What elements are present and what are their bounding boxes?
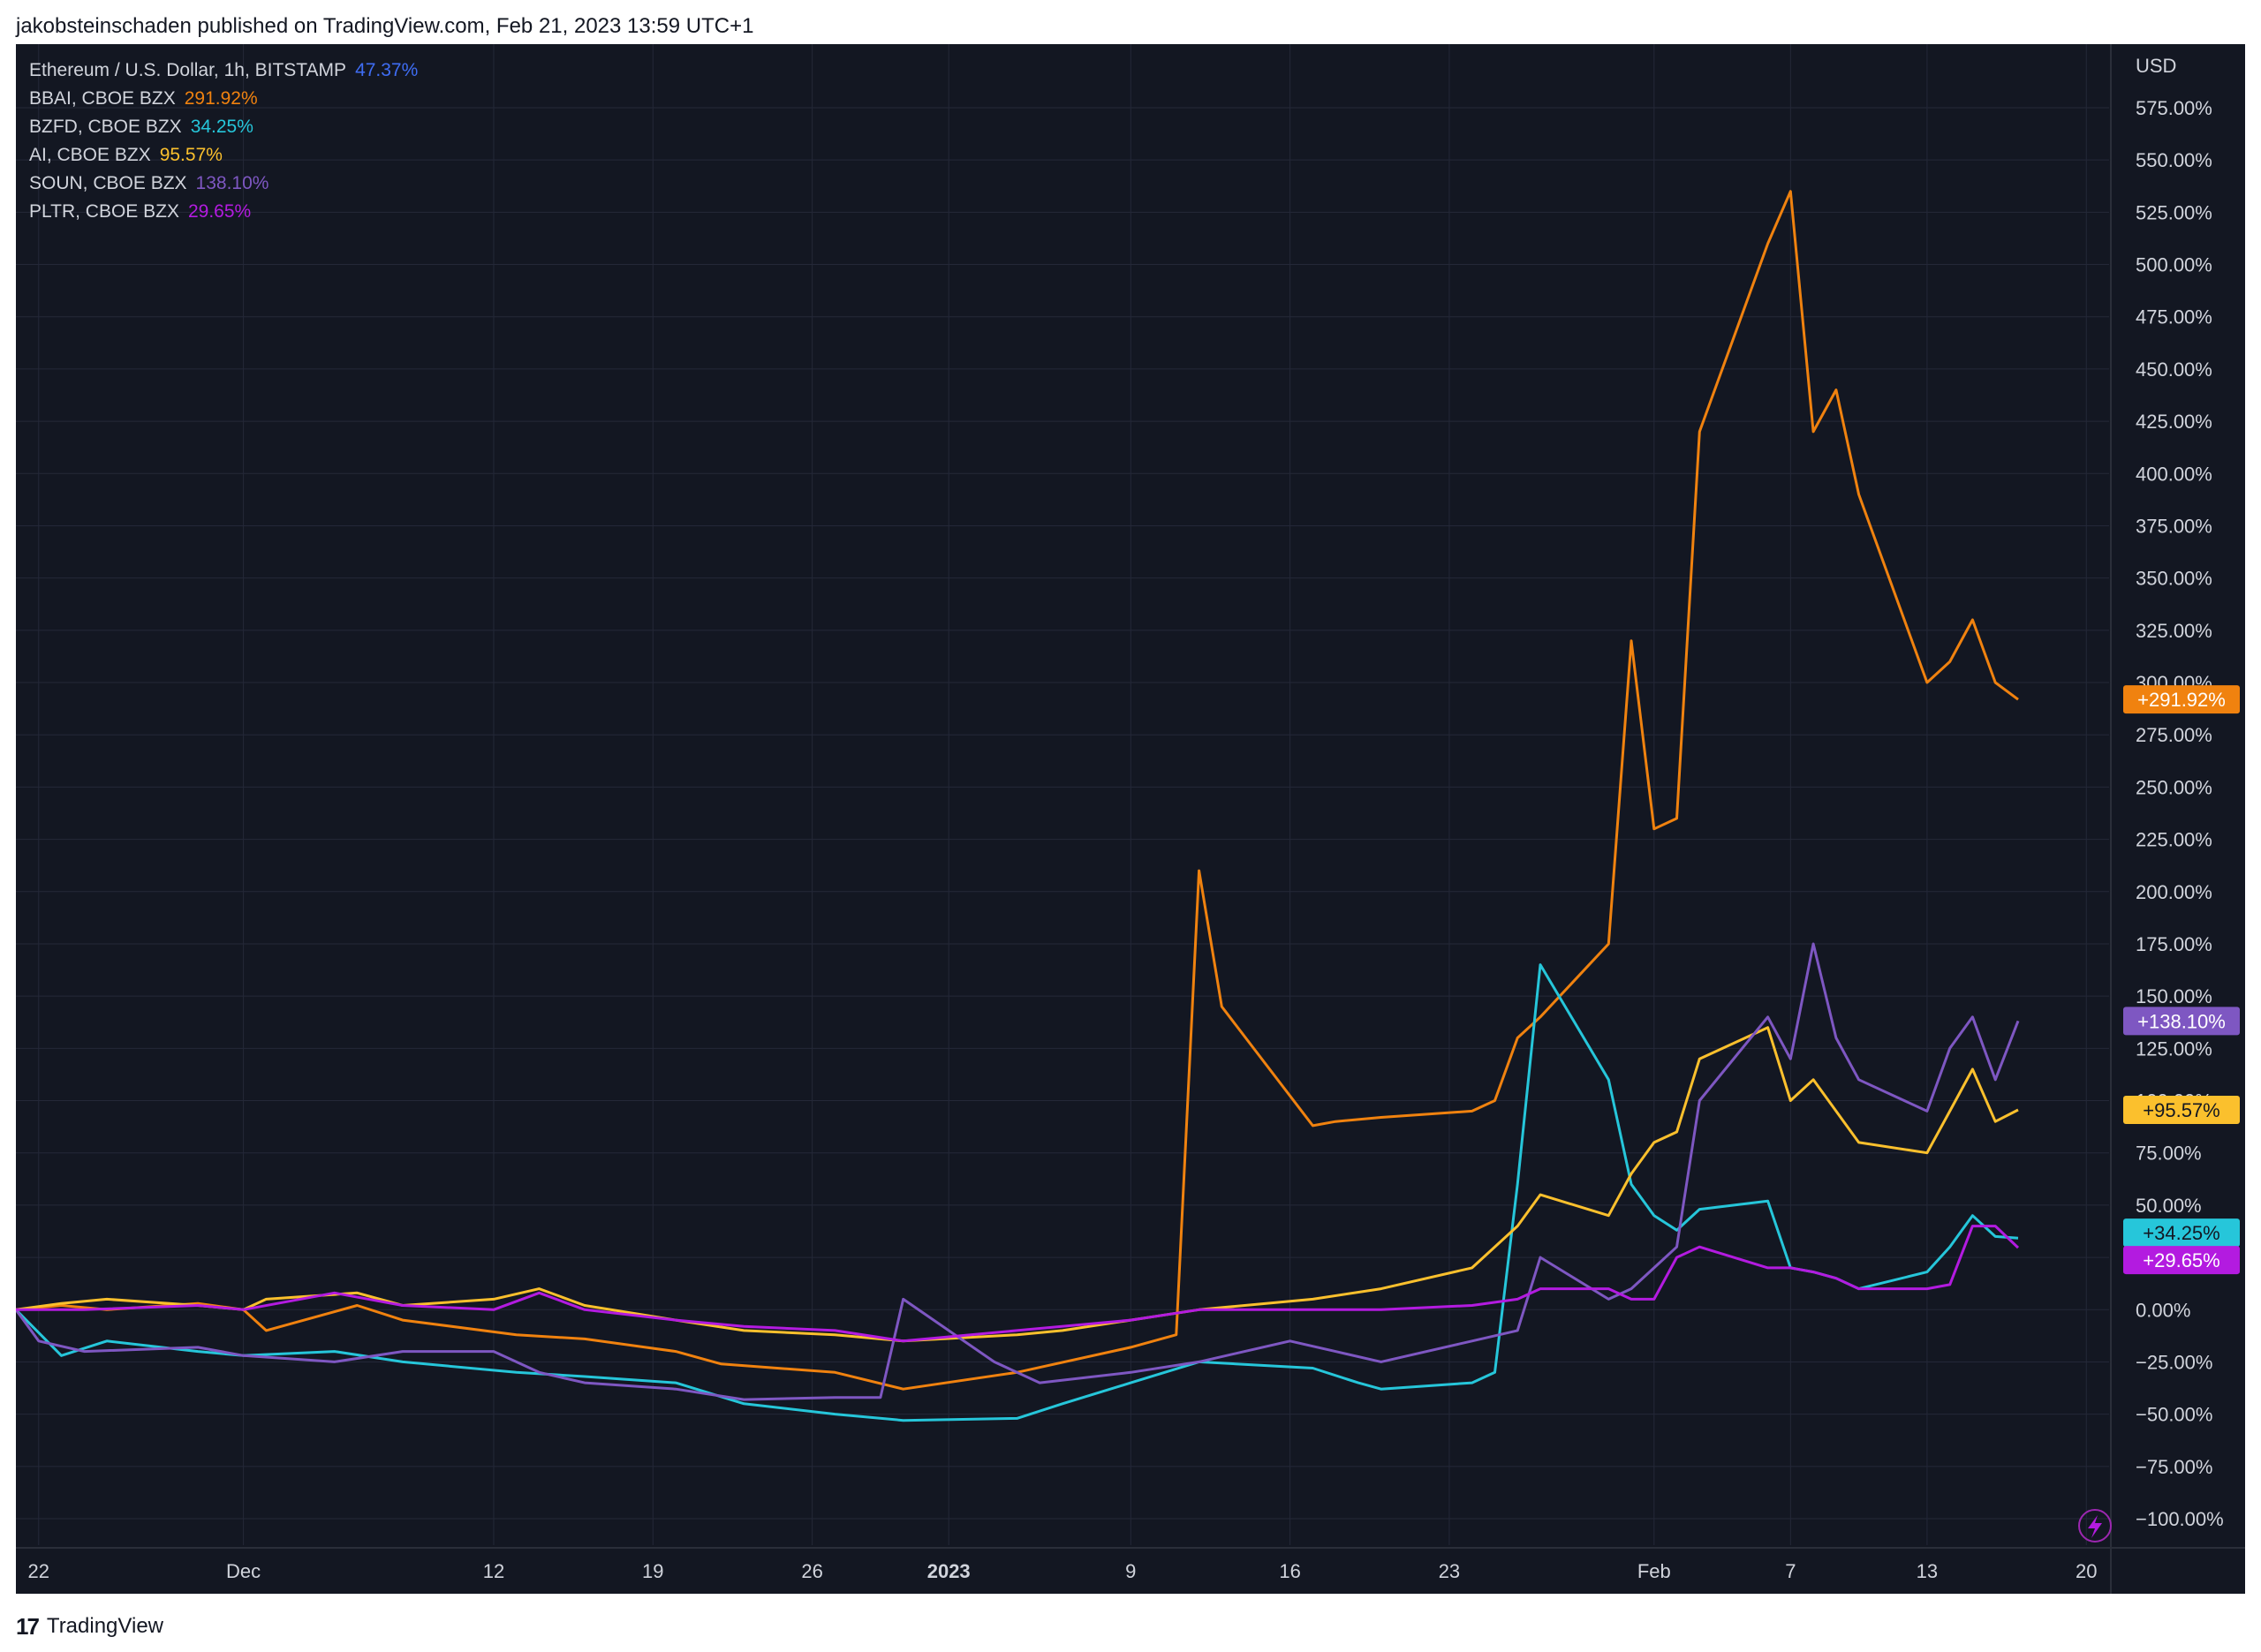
x-tick-label: 20 xyxy=(2076,1560,2097,1582)
series-line-2 xyxy=(15,1026,2019,1343)
last-value-label: +291.92% xyxy=(2137,689,2226,711)
y-tick-label: 550.00% xyxy=(2136,149,2212,171)
x-tick-label: 26 xyxy=(801,1560,822,1582)
y-tick-label: 125.00% xyxy=(2136,1037,2212,1060)
publish-info: jakobsteinschaden published on TradingVi… xyxy=(16,14,754,38)
legend-row-ai: AI, CBOE BZX 95.57% xyxy=(29,141,418,170)
y-tick-label: 475.00% xyxy=(2136,306,2212,328)
y-tick-label: 275.00% xyxy=(2136,724,2212,746)
y-tick-label: 50.00% xyxy=(2136,1195,2202,1217)
legend-value: 291.92% xyxy=(184,88,258,109)
last-value-label: +95.57% xyxy=(2143,1099,2219,1121)
legend-label[interactable]: AI, CBOE BZX xyxy=(29,145,151,165)
legend-row-bbai: BBAI, CBOE BZX 291.92% xyxy=(29,85,418,113)
last-value-badge xyxy=(2123,685,2240,714)
y-tick-label: 400.00% xyxy=(2136,463,2212,485)
series-legend: Ethereum / U.S. Dollar, 1h, BITSTAMP 47.3… xyxy=(29,57,418,226)
x-tick-label: 12 xyxy=(483,1560,504,1582)
legend-row-eth: Ethereum / U.S. Dollar, 1h, BITSTAMP 47.3… xyxy=(29,57,418,85)
y-axis-label: USD xyxy=(2136,55,2176,77)
legend-value: 47.37% xyxy=(355,60,419,80)
legend-label[interactable]: BBAI, CBOE BZX xyxy=(29,88,176,109)
brand-name[interactable]: TradingView xyxy=(46,1614,163,1638)
y-tick-label: 575.00% xyxy=(2136,97,2212,119)
x-tick-label: 2023 xyxy=(927,1560,971,1582)
line-chart[interactable]: 575.00% 550.00% 525.00% 500.00% 475.00% 450.0… xyxy=(14,44,2245,1594)
legend-value: 34.25% xyxy=(190,117,253,137)
lightning-icon xyxy=(2078,1509,2112,1543)
y-tick-label: 525.00% xyxy=(2136,201,2212,223)
y-tick-label: 425.00% xyxy=(2136,411,2212,433)
y-tick-label: −100.00% xyxy=(2136,1508,2224,1530)
legend-row-pltr: PLTR, CBOE BZX 29.65% xyxy=(29,198,418,226)
series-line-3 xyxy=(14,942,2020,1401)
x-tick-label: 23 xyxy=(1439,1560,1460,1582)
y-tick-label: 75.00% xyxy=(2136,1143,2202,1165)
legend-row-soun: SOUN, CBOE BZX 138.10% xyxy=(29,170,418,198)
x-tick-label: Feb xyxy=(1637,1560,1671,1582)
legend-label[interactable]: SOUN, CBOE BZX xyxy=(29,173,187,193)
y-tick-label: 0.00% xyxy=(2136,1299,2190,1321)
y-tick-label: 375.00% xyxy=(2136,515,2212,537)
last-value-label: +34.25% xyxy=(2143,1222,2219,1244)
y-tick-label: 325.00% xyxy=(2136,620,2212,642)
last-value-badge xyxy=(2123,1096,2240,1125)
x-tick-label: 9 xyxy=(1125,1560,1136,1582)
legend-value: 29.65% xyxy=(187,201,252,222)
y-tick-label: 150.00% xyxy=(2136,985,2212,1007)
series-line-0 xyxy=(15,190,2019,1391)
y-tick-label: 500.00% xyxy=(2136,254,2212,276)
footer-brand: 17 TradingView xyxy=(16,1609,163,1644)
x-tick-label: 13 xyxy=(1917,1560,1938,1582)
y-tick-label: 350.00% xyxy=(2136,568,2212,590)
tradingview-logo-icon: 17 xyxy=(16,1613,40,1640)
series-line-4 xyxy=(16,1225,2020,1343)
y-tick-label: 225.00% xyxy=(2136,829,2212,851)
series-line-1 xyxy=(14,963,2019,1422)
y-tick-label: −75.00% xyxy=(2136,1456,2212,1478)
legend-row-bzfd: BZFD, CBOE BZX 34.25% xyxy=(29,113,418,141)
x-tick-label: 22 xyxy=(28,1560,49,1582)
last-value-label: +138.10% xyxy=(2137,1010,2226,1032)
x-tick-label: 7 xyxy=(1785,1560,1796,1582)
last-value-badge xyxy=(2123,1246,2240,1275)
lightning-bolt-icon xyxy=(2088,1515,2102,1538)
x-tick-label: 19 xyxy=(642,1560,663,1582)
y-tick-label: −50.00% xyxy=(2136,1404,2212,1426)
x-tick-label: 16 xyxy=(1279,1560,1300,1582)
y-tick-label: 450.00% xyxy=(2136,358,2212,381)
legend-value: 95.57% xyxy=(159,145,223,165)
x-tick-label: Dec xyxy=(226,1560,261,1582)
y-tick-label: 175.00% xyxy=(2136,933,2212,955)
last-value-label: +29.65% xyxy=(2143,1249,2219,1271)
chart-area[interactable]: 575.00% 550.00% 525.00% 500.00% 475.00% 450.0… xyxy=(14,44,2245,1594)
last-value-badge xyxy=(2123,1007,2240,1036)
legend-label[interactable]: BZFD, CBOE BZX xyxy=(29,117,182,137)
legend-label[interactable]: PLTR, CBOE BZX xyxy=(29,201,179,222)
y-tick-label: −25.00% xyxy=(2136,1351,2212,1373)
legend-label[interactable]: Ethereum / U.S. Dollar, 1h, BITSTAMP xyxy=(29,60,347,80)
last-value-badge xyxy=(2123,1218,2240,1248)
y-tick-label: 250.00% xyxy=(2136,776,2212,798)
legend-value: 138.10% xyxy=(195,173,269,193)
y-tick-label: 200.00% xyxy=(2136,881,2212,903)
